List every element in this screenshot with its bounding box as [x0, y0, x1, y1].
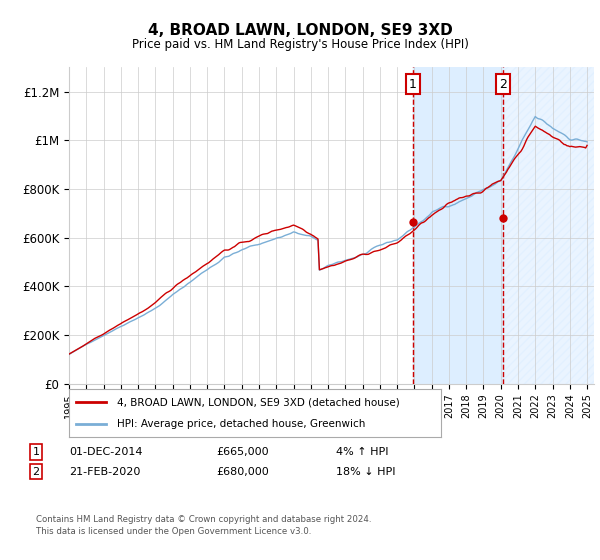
Text: 4, BROAD LAWN, LONDON, SE9 3XD (detached house): 4, BROAD LAWN, LONDON, SE9 3XD (detached… — [118, 397, 400, 407]
Text: 2: 2 — [499, 78, 507, 91]
Text: 21-FEB-2020: 21-FEB-2020 — [69, 466, 140, 477]
Text: £665,000: £665,000 — [216, 447, 269, 457]
Text: 1: 1 — [32, 447, 40, 457]
Text: Price paid vs. HM Land Registry's House Price Index (HPI): Price paid vs. HM Land Registry's House … — [131, 38, 469, 52]
Text: Contains HM Land Registry data © Crown copyright and database right 2024.
This d: Contains HM Land Registry data © Crown c… — [36, 515, 371, 536]
Text: 2: 2 — [32, 466, 40, 477]
Text: 1: 1 — [409, 78, 417, 91]
Text: 4, BROAD LAWN, LONDON, SE9 3XD: 4, BROAD LAWN, LONDON, SE9 3XD — [148, 24, 452, 38]
Text: £680,000: £680,000 — [216, 466, 269, 477]
Text: HPI: Average price, detached house, Greenwich: HPI: Average price, detached house, Gree… — [118, 419, 366, 429]
Bar — [413, 67, 503, 384]
Bar — [503, 67, 596, 384]
Text: 4% ↑ HPI: 4% ↑ HPI — [336, 447, 389, 457]
Text: 01-DEC-2014: 01-DEC-2014 — [69, 447, 143, 457]
Text: 18% ↓ HPI: 18% ↓ HPI — [336, 466, 395, 477]
